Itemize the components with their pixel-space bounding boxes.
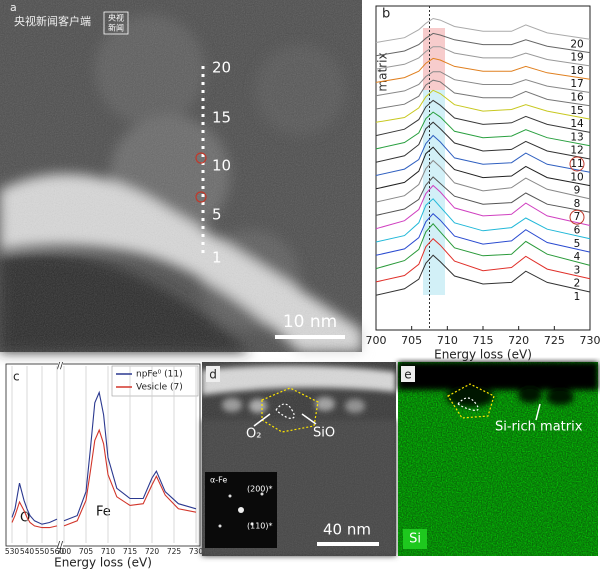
scan-mark: 20 xyxy=(212,59,231,77)
series-label: 3 xyxy=(574,264,581,276)
axis-break-gap xyxy=(58,363,63,547)
series-label: 16 xyxy=(570,92,584,104)
legend-label: Vesicle (7) xyxy=(136,383,183,393)
fft-spot xyxy=(229,495,232,498)
fft-spot xyxy=(219,525,222,528)
panel-d: O₂ SiO α-Fe (200)* (110)* 40 nm d xyxy=(202,362,396,556)
panel-a: 20 15 10 5 1 10 nm a 央视新闻客户端 央视 新闻 xyxy=(0,0,362,352)
plot-frame xyxy=(376,6,590,330)
annotation: Si-rich matrix xyxy=(495,420,583,435)
series-label: 20 xyxy=(570,38,583,50)
series-label: 13 xyxy=(570,131,583,143)
series-label: 8 xyxy=(574,198,581,210)
scan-mark: 5 xyxy=(212,206,222,224)
scan-mark: 15 xyxy=(212,109,231,127)
scale-bar-label: 10 nm xyxy=(283,312,337,332)
x-tick-label: 540 xyxy=(20,547,35,556)
series-label: 4 xyxy=(574,251,581,263)
annotation: O₂ xyxy=(246,427,261,442)
element-label: Si xyxy=(409,532,421,547)
annotation: SiO xyxy=(313,426,335,441)
series-label: 2 xyxy=(574,278,581,290)
x-tick-label: 725 xyxy=(167,547,182,556)
panel-label: d xyxy=(209,368,217,382)
spot-label: (110)* xyxy=(247,522,273,531)
series-label: 10 xyxy=(570,171,583,183)
fft-spot xyxy=(238,507,244,513)
scale-bar xyxy=(275,335,345,339)
logo-text: 央视 xyxy=(108,13,124,23)
x-tick-label: 715 xyxy=(473,334,494,347)
x-tick-label: 710 xyxy=(101,547,116,556)
panel-e: Si-rich matrix Si e xyxy=(398,362,598,556)
x-tick-label: 700 xyxy=(57,547,72,556)
series-label: 17 xyxy=(570,78,583,90)
spot-label: (200)* xyxy=(247,485,273,494)
x-tick-label: 720 xyxy=(145,547,160,556)
x-tick-label: 705 xyxy=(79,547,94,556)
x-tick-label: 730 xyxy=(189,547,204,556)
x-tick-label: 730 xyxy=(580,334,600,347)
scan-mark: 10 xyxy=(212,157,231,175)
series-label: 11 xyxy=(570,158,583,170)
panel-label: a xyxy=(10,1,17,14)
series-label: 5 xyxy=(574,238,581,250)
x-tick-label: 725 xyxy=(544,334,565,347)
panel-label: e xyxy=(404,368,411,382)
scan-mark: 1 xyxy=(212,249,222,267)
panel-label: c xyxy=(13,370,20,384)
series-label: 15 xyxy=(570,105,583,117)
series-label: 9 xyxy=(574,185,581,197)
x-tick-label: 715 xyxy=(123,547,138,556)
inset-title: α-Fe xyxy=(210,476,227,485)
series-label: 12 xyxy=(570,145,583,157)
series-label: 1 xyxy=(574,291,581,303)
annotation: Fe xyxy=(96,505,111,520)
x-tick-label: 705 xyxy=(401,334,422,347)
x-tick-label: 530 xyxy=(5,547,20,556)
legend-label: npFe⁰ (11) xyxy=(136,370,183,380)
series-label: 7 xyxy=(574,211,581,223)
x-axis-label: Energy loss (eV) xyxy=(434,348,532,362)
x-axis-label: Energy loss (eV) xyxy=(54,556,152,570)
panel-label: b xyxy=(382,7,390,22)
side-label: matrix xyxy=(376,52,390,91)
series-label: 19 xyxy=(570,52,583,64)
series-label: 18 xyxy=(570,65,583,77)
scale-bar-label: 40 nm xyxy=(323,521,371,539)
axis-break: // xyxy=(57,362,64,372)
series-label: 6 xyxy=(574,225,581,237)
x-tick-label: 710 xyxy=(437,334,458,347)
logo-text: 新闻 xyxy=(108,23,124,33)
series-label: 14 xyxy=(570,118,584,130)
x-tick-label: 700 xyxy=(366,334,387,347)
x-tick-label: 550 xyxy=(35,547,50,556)
scale-bar xyxy=(317,542,379,546)
watermark: 央视新闻客户端 xyxy=(14,14,91,28)
x-tick-label: 720 xyxy=(508,334,529,347)
